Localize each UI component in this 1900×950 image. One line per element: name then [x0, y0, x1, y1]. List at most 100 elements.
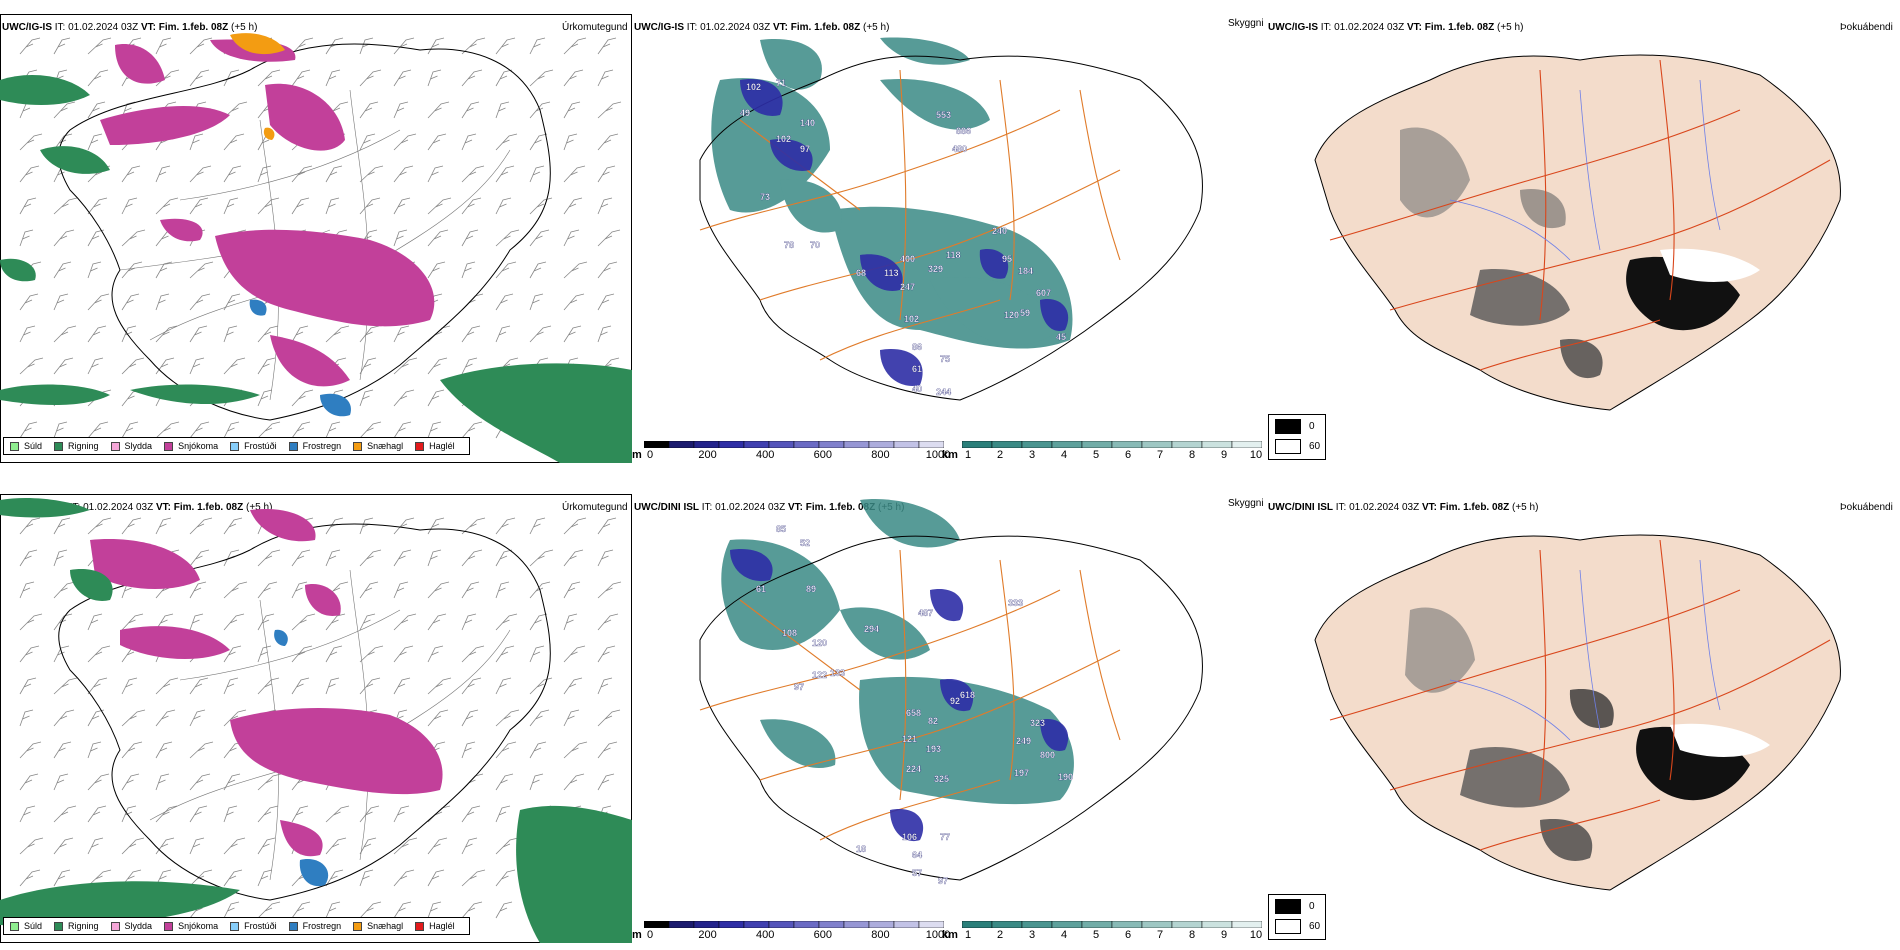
visibility-header: UWC/IG-IS IT: 01.02.2024 03Z VT: Fim. 1.…: [634, 22, 890, 33]
wind-barb: [223, 645, 242, 663]
wind-barb: [19, 37, 41, 55]
wind-barb: [359, 613, 376, 631]
legend-item: Rigning: [54, 921, 99, 931]
legend-swatch: [288, 441, 298, 451]
row-dini-isl: UWC/DINI ISL IT: 01.02.2024 03Z VT: Fim.…: [0, 480, 1900, 950]
wind-barb: [563, 165, 586, 183]
wind-barb: [393, 517, 415, 535]
precip-legend: Súld Rigning Slydda Snjókoma Frostúði Fr…: [3, 917, 470, 935]
wind-barb: [563, 581, 581, 599]
wind-barb: [291, 389, 314, 407]
legend-item: Snæhagl: [353, 441, 403, 451]
wind-barb: [461, 709, 479, 727]
wind-barb: [325, 677, 340, 695]
scale-tick-label: 600: [813, 449, 832, 461]
wind-barb: [87, 741, 102, 759]
visibility-value-label: 61: [912, 364, 922, 374]
wind-barb: [121, 741, 143, 759]
wind-barb: [19, 645, 40, 663]
wind-barb: [427, 229, 449, 247]
wind-barb: [189, 581, 207, 599]
wind-barb: [155, 773, 170, 791]
wind-barb: [359, 101, 379, 119]
scale-tick-label: 10: [1249, 929, 1263, 941]
legend-item: Rigning: [54, 441, 99, 451]
wind-barb: [257, 805, 279, 823]
scale-tick-label: 1: [964, 449, 972, 461]
vis-scale-m-unit: m: [632, 449, 642, 461]
vis-teal-areas: [711, 37, 1073, 349]
wind-barb: [223, 133, 245, 151]
wind-barb: [121, 517, 142, 535]
wind-barb: [189, 197, 209, 215]
scale-tick-label: 800: [871, 449, 890, 461]
wind-barb: [257, 389, 273, 407]
visibility-value-label: 224: [906, 764, 921, 774]
wind-barb: [223, 101, 248, 119]
legend-swatch: [415, 441, 425, 451]
wind-barb: [121, 421, 139, 439]
wind-barb: [223, 869, 243, 887]
visibility-value-label: 294: [864, 624, 879, 634]
wind-barb: [495, 69, 513, 87]
scale-tick-label: 8: [1188, 449, 1196, 461]
wind-barb: [597, 581, 622, 599]
wind-barb: [189, 549, 210, 567]
wind-barb: [325, 805, 350, 823]
wind-barb: [563, 261, 588, 279]
wind-barb: [291, 197, 310, 215]
wind-barb: [257, 549, 281, 567]
wind-barb: [495, 165, 515, 183]
precip-map[interactable]: [0, 0, 632, 470]
wind-barb: [597, 773, 615, 791]
wind-barb: [325, 869, 344, 887]
fog-map[interactable]: [0, 0, 1900, 470]
iceland-outline: [699, 55, 1203, 401]
wind-barb: [461, 837, 478, 855]
wind-barb: [19, 197, 37, 215]
visibility-value-label: 244: [936, 387, 951, 397]
wind-barb: [223, 421, 240, 439]
fog-map[interactable]: [0, 480, 1900, 950]
visibility-value-label: 658: [906, 708, 921, 718]
wind-barb: [495, 773, 514, 791]
wind-barb: [359, 133, 376, 151]
wind-barb: [529, 549, 554, 567]
wind-barb: [393, 421, 412, 439]
visibility-value-label: 52: [800, 538, 810, 548]
wind-barb: [393, 677, 411, 695]
visibility-value-label: 78: [784, 240, 794, 250]
rain-areas: [0, 498, 632, 943]
visibility-value-label: 193: [926, 744, 941, 754]
visibility-value-label: 121: [902, 734, 917, 744]
vis-scale-m: m 0 200 400 600 800 1000: [632, 921, 950, 943]
scale-tick-label: 5: [1092, 929, 1100, 941]
precip-map[interactable]: [0, 480, 632, 950]
wind-barb: [325, 69, 341, 87]
visibility-value-label: 118: [946, 250, 961, 260]
visibility-value-label: 97: [938, 876, 948, 886]
wind-barb: [325, 325, 350, 343]
visibility-value-label: 73: [760, 192, 770, 202]
wind-barb: [495, 517, 516, 535]
wind-barb: [121, 613, 144, 631]
visibility-value-label: 102: [904, 314, 919, 324]
legend-swatch: [110, 921, 120, 931]
wind-barb: [257, 165, 272, 183]
wind-barb: [427, 261, 446, 279]
wind-barb: [87, 357, 104, 375]
visibility-value-label: 45: [1056, 332, 1066, 342]
wind-barb: [53, 773, 69, 791]
wind-barb: [495, 613, 518, 631]
wind-barb: [393, 133, 417, 151]
wind-barb: [427, 581, 450, 599]
vis-low-areas: [730, 549, 1069, 842]
vis-scale-km-ticks: 1 2 3 4 5 6 7 8 9 10: [962, 449, 1262, 462]
wind-barb: [427, 837, 448, 855]
visibility-value-label: 120: [812, 638, 827, 648]
visibility-value-label: 75: [940, 354, 950, 364]
vis-scale-m-colors: [644, 921, 944, 928]
wind-barb: [393, 165, 414, 183]
